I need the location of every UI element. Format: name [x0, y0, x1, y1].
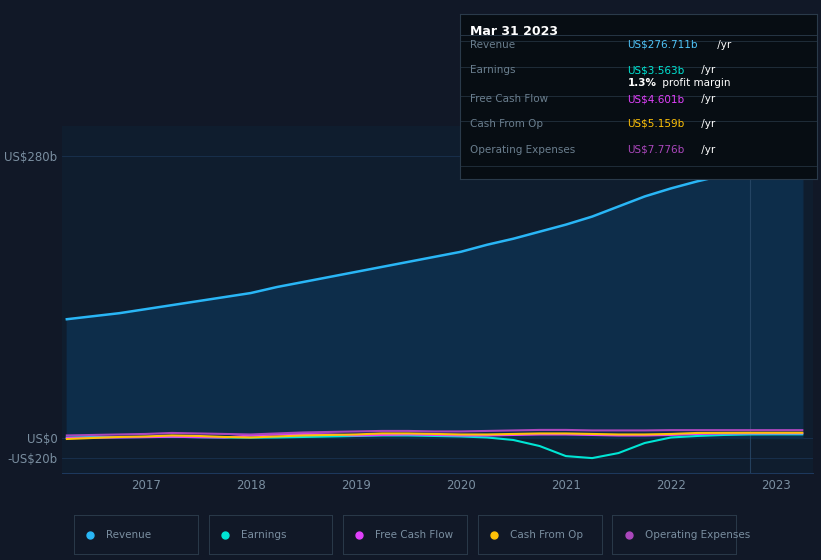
Text: Operating Expenses: Operating Expenses [644, 530, 750, 540]
Text: US$276.711b: US$276.711b [627, 40, 698, 50]
Text: US$4.601b: US$4.601b [627, 94, 685, 104]
Text: 1.3%: 1.3% [627, 78, 657, 88]
Text: /yr: /yr [699, 65, 716, 75]
Text: Free Cash Flow: Free Cash Flow [470, 94, 548, 104]
Text: /yr: /yr [699, 94, 716, 104]
Text: Cash From Op: Cash From Op [510, 530, 583, 540]
Text: profit margin: profit margin [659, 78, 731, 88]
Text: US$3.563b: US$3.563b [627, 65, 685, 75]
Text: US$7.776b: US$7.776b [627, 144, 685, 155]
Text: Earnings: Earnings [241, 530, 287, 540]
Text: /yr: /yr [699, 119, 716, 129]
Text: Revenue: Revenue [470, 40, 516, 50]
Text: Earnings: Earnings [470, 65, 516, 75]
Text: /yr: /yr [699, 144, 716, 155]
Text: Revenue: Revenue [106, 530, 151, 540]
Text: Cash From Op: Cash From Op [470, 119, 544, 129]
Text: US$5.159b: US$5.159b [627, 119, 685, 129]
Text: /yr: /yr [714, 40, 732, 50]
Text: Free Cash Flow: Free Cash Flow [375, 530, 453, 540]
Text: Mar 31 2023: Mar 31 2023 [470, 25, 558, 38]
Text: Operating Expenses: Operating Expenses [470, 144, 576, 155]
